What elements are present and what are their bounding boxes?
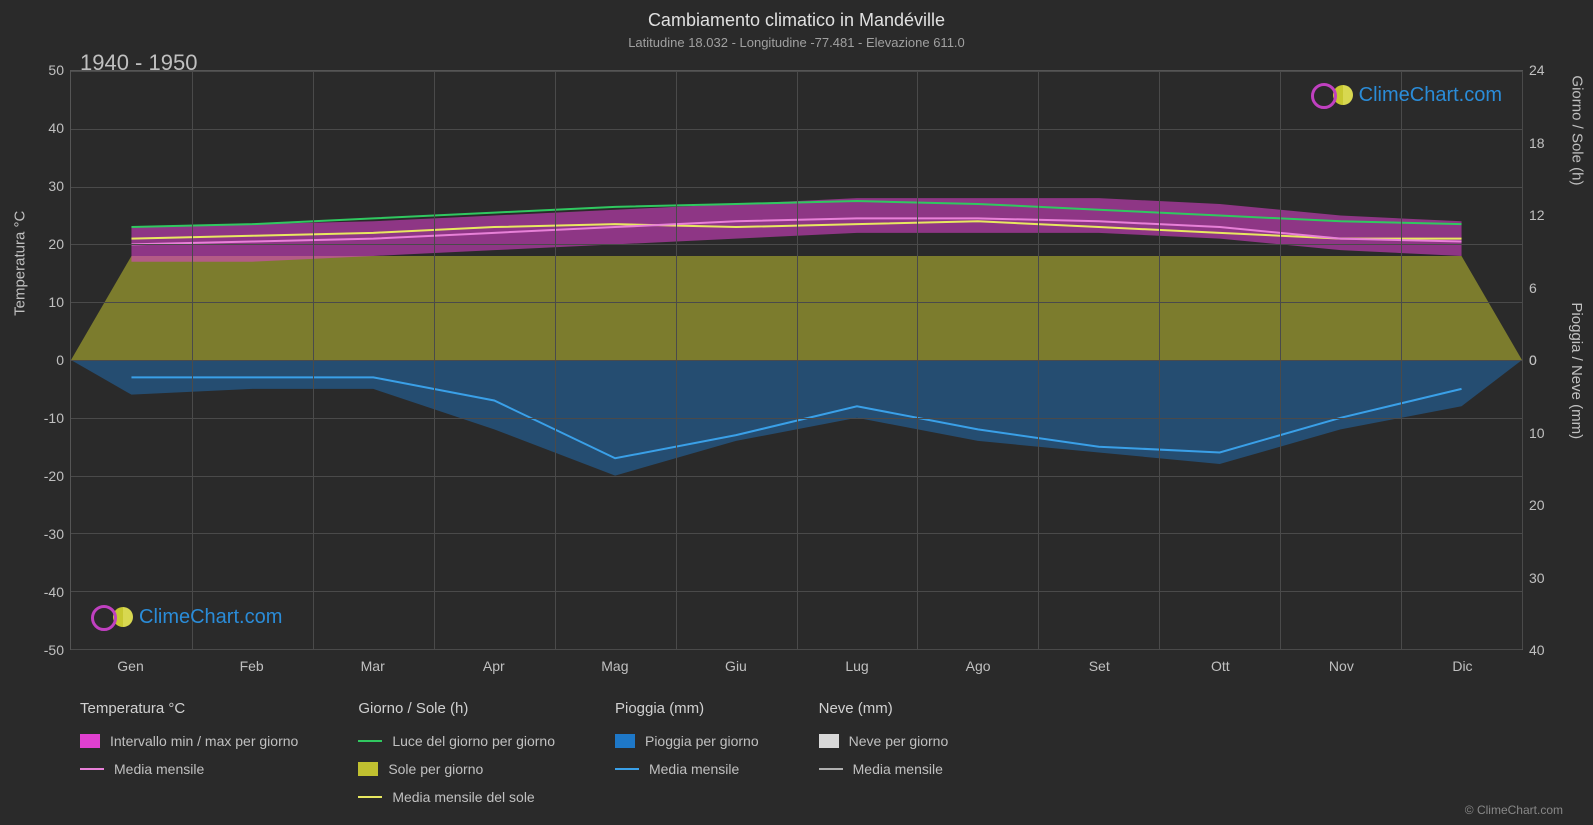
y-axis-right-label-top: Giorno / Sole (h) xyxy=(1569,76,1586,186)
y-right-tick: 6 xyxy=(1529,280,1537,296)
legend-item: Intervallo min / max per giorno xyxy=(80,733,298,749)
legend-swatch xyxy=(80,734,100,748)
y-axis-right-label-bottom: Pioggia / Neve (mm) xyxy=(1569,303,1586,440)
legend-label: Neve per giorno xyxy=(849,733,949,749)
chart-title: Cambiamento climatico in Mandéville xyxy=(30,10,1563,31)
y-left-tick: -30 xyxy=(44,526,64,542)
y-right-tick: 24 xyxy=(1529,62,1545,78)
legend-swatch xyxy=(358,796,382,798)
legend-label: Luce del giorno per giorno xyxy=(392,733,555,749)
y-left-tick: -20 xyxy=(44,468,64,484)
y-axis-right: 24181260010203040 xyxy=(1523,70,1563,650)
x-tick: Nov xyxy=(1329,658,1354,674)
legend-item: Pioggia per giorno xyxy=(615,733,759,749)
legend-header: Temperatura °C xyxy=(80,700,298,717)
y-axis-left: 50403020100-10-20-30-40-50 xyxy=(30,70,70,650)
legend: Temperatura °C Intervallo min / max per g… xyxy=(80,700,1563,805)
x-tick: Set xyxy=(1089,658,1110,674)
y-left-tick: 30 xyxy=(48,178,64,194)
legend-item: Luce del giorno per giorno xyxy=(358,733,555,749)
legend-group: Giorno / Sole (h) Luce del giorno per gio… xyxy=(358,700,555,805)
chart-subtitle: Latitudine 18.032 - Longitudine -77.481 … xyxy=(30,35,1563,50)
x-tick: Ott xyxy=(1211,658,1230,674)
legend-swatch xyxy=(615,768,639,770)
legend-group: Pioggia (mm) Pioggia per giorno Media mens… xyxy=(615,700,759,805)
legend-swatch xyxy=(358,740,382,742)
y-right-tick: 20 xyxy=(1529,497,1545,513)
legend-label: Sole per giorno xyxy=(388,761,483,777)
legend-item: Media mensile xyxy=(80,761,298,777)
y-left-tick: 10 xyxy=(48,294,64,310)
legend-group: Temperatura °C Intervallo min / max per g… xyxy=(80,700,298,805)
legend-swatch xyxy=(80,768,104,770)
y-left-tick: -40 xyxy=(44,584,64,600)
legend-label: Media mensile xyxy=(853,761,943,777)
legend-swatch xyxy=(819,768,843,770)
x-tick: Lug xyxy=(845,658,868,674)
y-right-tick: 0 xyxy=(1529,352,1537,368)
legend-header: Pioggia (mm) xyxy=(615,700,759,717)
x-tick: Mar xyxy=(361,658,385,674)
x-tick: Dic xyxy=(1452,658,1472,674)
x-axis: Gen Feb Mar Apr Mag Giu Lug Ago Set Ott Nov Dic xyxy=(70,650,1523,680)
legend-swatch xyxy=(615,734,635,748)
y-left-tick: 50 xyxy=(48,62,64,78)
y-left-tick: 0 xyxy=(56,352,64,368)
y-right-tick: 18 xyxy=(1529,135,1545,151)
legend-item: Neve per giorno xyxy=(819,733,949,749)
legend-label: Pioggia per giorno xyxy=(645,733,759,749)
y-left-tick: -50 xyxy=(44,642,64,658)
x-tick: Mag xyxy=(601,658,628,674)
chart-area: Temperatura °C 50403020100-10-20-30-40-5… xyxy=(30,70,1563,650)
y-left-tick: 40 xyxy=(48,120,64,136)
x-tick: Ago xyxy=(966,658,991,674)
legend-item: Media mensile del sole xyxy=(358,789,555,805)
y-left-tick: -10 xyxy=(44,410,64,426)
y-axis-left-label: Temperatura °C xyxy=(12,211,29,316)
legend-label: Media mensile xyxy=(649,761,739,777)
legend-item: Media mensile xyxy=(615,761,759,777)
plot-region: ClimeChart.com ClimeChart.com xyxy=(70,70,1523,650)
y-right-tick: 40 xyxy=(1529,642,1545,658)
x-tick: Gen xyxy=(117,658,143,674)
x-tick: Feb xyxy=(240,658,264,674)
y-right-tick: 10 xyxy=(1529,425,1545,441)
copyright: © ClimeChart.com xyxy=(1465,803,1563,817)
legend-label: Media mensile del sole xyxy=(392,789,534,805)
x-tick: Giu xyxy=(725,658,747,674)
legend-item: Sole per giorno xyxy=(358,761,555,777)
legend-item: Media mensile xyxy=(819,761,949,777)
legend-label: Media mensile xyxy=(114,761,204,777)
legend-swatch xyxy=(819,734,839,748)
y-left-tick: 20 xyxy=(48,236,64,252)
y-right-tick: 12 xyxy=(1529,207,1545,223)
legend-label: Intervallo min / max per giorno xyxy=(110,733,298,749)
legend-swatch xyxy=(358,762,378,776)
x-tick: Apr xyxy=(483,658,505,674)
legend-header: Neve (mm) xyxy=(819,700,949,717)
chart-container: Cambiamento climatico in Mandéville Lati… xyxy=(0,0,1593,825)
y-right-tick: 30 xyxy=(1529,570,1545,586)
legend-group: Neve (mm) Neve per giorno Media mensile xyxy=(819,700,949,805)
legend-header: Giorno / Sole (h) xyxy=(358,700,555,717)
